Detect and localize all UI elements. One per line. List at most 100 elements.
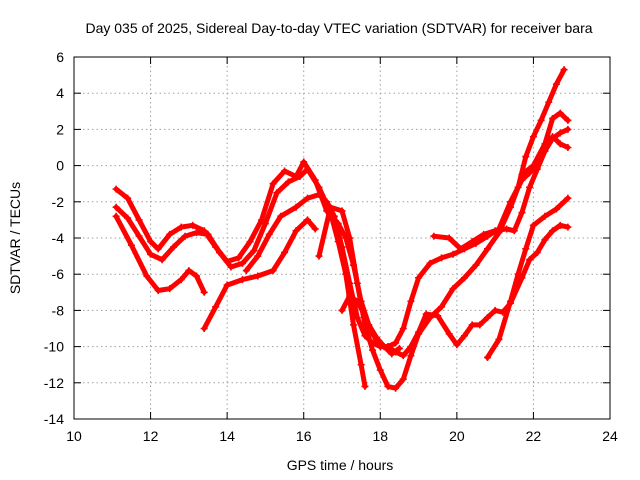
data-point-track-8-10 xyxy=(533,165,541,173)
data-point-track-2-17 xyxy=(304,165,312,173)
y-tick-label--14: -14 xyxy=(44,411,64,427)
data-point-track-2-4 xyxy=(158,256,166,264)
series-track-3 xyxy=(112,212,208,296)
data-point-track-10-5 xyxy=(564,116,572,124)
data-point-track-3-4 xyxy=(166,285,174,293)
y-tick-label--2: -2 xyxy=(52,194,65,210)
data-point-track-5-16 xyxy=(392,339,400,347)
data-point-track-1-5 xyxy=(166,230,174,238)
data-point-track-7-2 xyxy=(353,297,361,305)
data-point-track-1-7 xyxy=(189,221,197,229)
data-point-track-5-19 xyxy=(415,274,423,282)
data-point-track-5-21 xyxy=(438,254,446,262)
data-point-track-7-18 xyxy=(483,314,491,322)
data-point-track-6-22 xyxy=(522,153,530,161)
data-point-track-1-15 xyxy=(281,167,289,175)
data-point-track-3-8 xyxy=(200,288,208,296)
y-tick-label--12: -12 xyxy=(44,375,64,391)
data-point-track-5-17 xyxy=(399,325,407,332)
x-tick-label-16: 16 xyxy=(296,428,312,444)
y-tick-label-4: 4 xyxy=(56,85,64,101)
data-point-track-6-14 xyxy=(438,303,446,311)
data-point-track-2-13 xyxy=(261,220,269,228)
y-tick-label--4: -4 xyxy=(52,230,65,246)
series-line-track-8 xyxy=(431,134,571,252)
data-point-track-7-25 xyxy=(541,236,549,244)
data-point-track-6-15 xyxy=(449,285,457,293)
data-point-track-6-23 xyxy=(529,133,537,141)
data-point-track-3-5 xyxy=(177,276,185,284)
data-point-track-7-23 xyxy=(526,256,534,264)
y-tick-label-0: 0 xyxy=(56,158,64,174)
data-point-track-5-20 xyxy=(426,259,434,267)
data-point-track-1-6 xyxy=(177,223,185,231)
data-point-track-4-9 xyxy=(311,225,319,233)
data-point-track-8-4 xyxy=(480,230,488,238)
data-point-track-1-12 xyxy=(246,238,254,246)
data-point-track-9-1 xyxy=(495,335,503,343)
y-tick-label--6: -6 xyxy=(52,266,65,282)
data-point-track-10-1 xyxy=(529,162,537,170)
data-point-track-5-10 xyxy=(346,279,354,287)
data-point-track-4-5 xyxy=(269,267,277,275)
x-tick-label-18: 18 xyxy=(372,428,388,444)
data-point-track-8-5 xyxy=(491,227,499,235)
data-point-track-10-3 xyxy=(549,115,557,123)
series-track-4 xyxy=(200,216,319,332)
data-point-track-7-11 xyxy=(422,310,430,318)
series-layer xyxy=(112,66,572,392)
data-point-track-6-7 xyxy=(376,366,384,374)
data-point-track-2-7 xyxy=(193,229,201,237)
data-point-track-9-7 xyxy=(552,205,560,213)
data-point-track-5-34 xyxy=(564,125,572,133)
data-point-track-9-6 xyxy=(541,212,549,220)
data-point-track-2-11 xyxy=(238,259,246,267)
y-tick-label--10: -10 xyxy=(44,339,64,355)
data-point-track-5-11 xyxy=(353,314,361,322)
data-point-track-2-6 xyxy=(181,232,189,240)
data-point-track-8-14 xyxy=(564,144,572,151)
data-point-track-2-16 xyxy=(296,172,304,180)
data-point-track-1-1 xyxy=(124,194,132,202)
data-point-track-4-4 xyxy=(254,272,262,280)
data-point-track-6-21 xyxy=(514,183,522,191)
data-point-track-5-2 xyxy=(265,230,273,238)
data-point-track-9-4 xyxy=(522,245,530,253)
data-point-track-6-10 xyxy=(399,375,407,383)
data-point-track-1-3 xyxy=(147,238,155,246)
data-point-track-5-22 xyxy=(449,250,457,258)
data-point-track-5-6 xyxy=(315,191,323,199)
data-point-track-8-2 xyxy=(457,245,465,253)
data-point-track-2-1 xyxy=(124,214,132,222)
data-point-track-9-0 xyxy=(483,353,491,361)
data-point-track-7-17 xyxy=(476,321,484,329)
data-point-track-5-33 xyxy=(556,129,564,137)
data-point-track-4-3 xyxy=(238,276,246,284)
data-point-track-2-12 xyxy=(250,247,258,255)
data-point-track-5-4 xyxy=(292,203,300,211)
data-point-track-6-9 xyxy=(392,384,400,392)
data-point-track-6-3 xyxy=(346,234,354,242)
data-point-track-4-7 xyxy=(292,227,300,235)
data-point-track-7-0 xyxy=(338,306,346,314)
series-track-8 xyxy=(430,133,572,253)
data-point-track-2-0 xyxy=(112,203,120,211)
chart-title: Day 035 of 2025, Sidereal Day-to-day VTE… xyxy=(85,20,592,36)
data-point-track-8-13 xyxy=(556,140,564,148)
data-point-track-7-8 xyxy=(399,352,407,360)
data-point-track-3-1 xyxy=(127,241,135,249)
x-tick-label-24: 24 xyxy=(602,428,618,444)
series-track-9 xyxy=(483,194,572,361)
data-point-track-4-0 xyxy=(200,325,208,332)
data-point-track-8-9 xyxy=(526,183,534,191)
data-point-track-7-4 xyxy=(369,330,377,338)
data-point-track-1-11 xyxy=(235,254,243,262)
data-point-track-6-2 xyxy=(338,207,346,215)
data-point-track-2-14 xyxy=(273,189,281,197)
data-point-track-6-25 xyxy=(545,98,553,106)
data-point-track-8-3 xyxy=(468,238,476,246)
y-tick-label--8: -8 xyxy=(52,302,65,318)
data-point-track-7-7 xyxy=(392,348,400,356)
data-point-track-5-0 xyxy=(242,267,250,275)
